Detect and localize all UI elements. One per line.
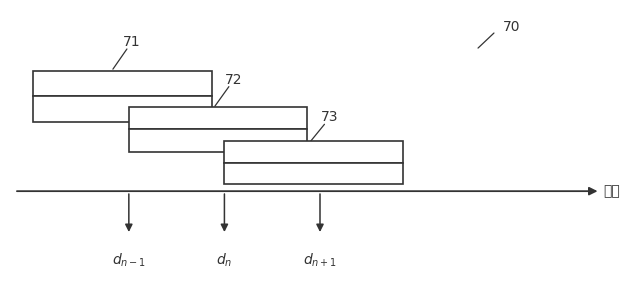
Bar [225,141,403,163]
Text: 時間: 時間 [604,184,620,198]
Bar [129,130,307,152]
Bar [33,96,212,122]
Text: $d_{n-1}$: $d_{n-1}$ [112,251,146,269]
Text: 73: 73 [321,110,339,124]
Text: $d_{n+1}$: $d_{n+1}$ [303,251,337,269]
Text: 71: 71 [124,35,141,49]
Text: 70: 70 [502,20,520,34]
Bar [225,163,403,184]
Text: $d_{n}$: $d_{n}$ [216,251,232,269]
Bar [33,71,212,96]
Bar [129,107,307,130]
Text: 72: 72 [225,73,243,87]
